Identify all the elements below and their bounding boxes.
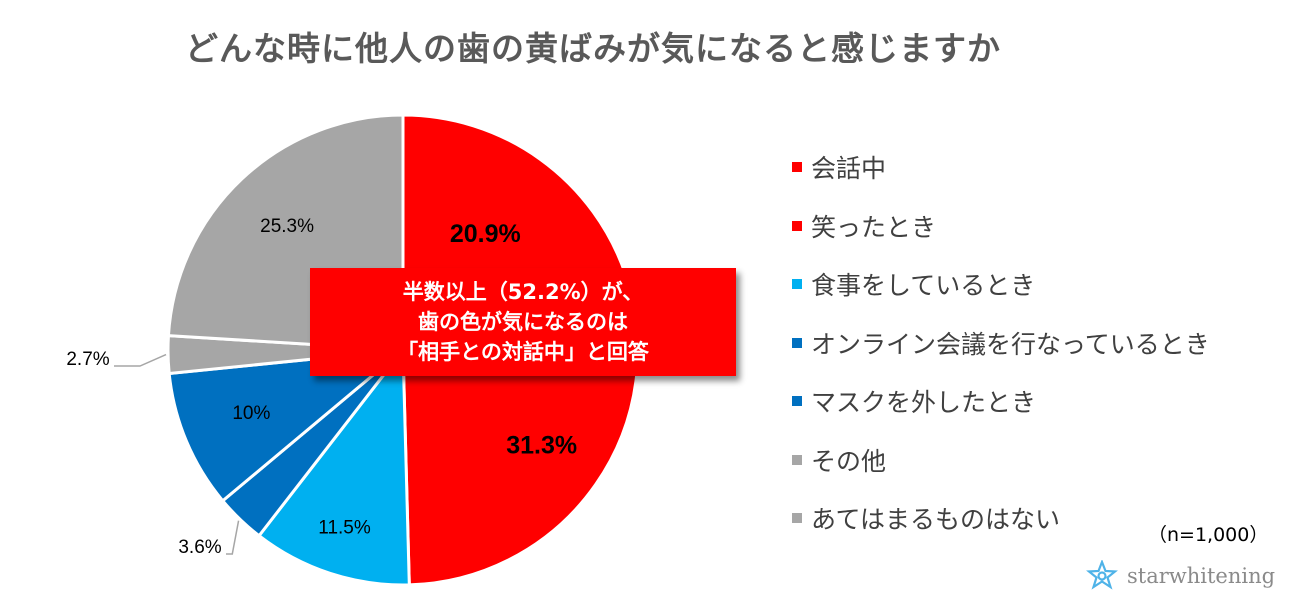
legend-swatch	[792, 162, 802, 173]
callout-box: 半数以上（52.2%）が、 歯の色が気になるのは 「相手との対話中」と回答	[310, 268, 736, 376]
legend-item: あてはまるものはない	[792, 489, 1210, 548]
brand-name: starwhitening	[1127, 564, 1276, 588]
legend-item: その他	[792, 431, 1210, 490]
legend-label: その他	[811, 446, 887, 476]
brand-logo: starwhitening	[1085, 560, 1275, 592]
chart-title: どんな時に他人の歯の黄ばみが気になると感じますか	[185, 29, 1001, 68]
legend-item: 笑ったとき	[792, 197, 1210, 256]
legend-label: マスクを外したとき	[811, 388, 1037, 418]
legend-item: マスクを外したとき	[792, 372, 1210, 431]
data-label: 3.6%	[178, 537, 221, 558]
legend-label: 笑ったとき	[811, 212, 937, 242]
data-label: 25.3%	[260, 216, 314, 237]
sample-size-note: （n=1,000）	[1148, 524, 1269, 546]
legend-label: 会話中	[811, 154, 887, 184]
callout-line-2: 歯の色が気になるのは	[418, 310, 628, 334]
data-label: 31.3%	[506, 432, 577, 460]
pie-slice	[167, 348, 408, 503]
data-label: 20.9%	[450, 220, 521, 248]
leader-line	[226, 520, 240, 555]
data-label: 10%	[232, 403, 270, 424]
leader-line	[114, 353, 167, 367]
legend-swatch	[792, 220, 802, 231]
legend-label: オンライン会議を行なっているとき	[811, 329, 1210, 359]
legend-swatch	[792, 279, 802, 290]
data-label: 2.7%	[66, 349, 109, 370]
data-label: 11.5%	[318, 518, 371, 539]
legend-swatch	[792, 337, 802, 348]
pie-slice	[256, 345, 411, 587]
legend-swatch	[792, 454, 802, 465]
legend-swatch	[792, 396, 802, 407]
legend-swatch	[792, 513, 802, 524]
legend-item: オンライン会議を行なっているとき	[792, 314, 1210, 373]
legend-item: 会話中	[792, 138, 1210, 197]
legend-label: 食事をしているとき	[811, 271, 1036, 301]
legend-label: あてはまるものはない	[811, 505, 1061, 535]
callout-line-1: 半数以上（52.2%）が、	[402, 280, 644, 304]
legend: 会話中 笑ったとき 食事をしているとき オンライン会議を行なっているとき マスク…	[792, 138, 1210, 548]
legend-item: 食事をしているとき	[792, 255, 1210, 314]
star-flower-logo-icon	[1086, 560, 1118, 590]
callout-line-3: 「相手との対話中」と回答	[397, 340, 649, 364]
